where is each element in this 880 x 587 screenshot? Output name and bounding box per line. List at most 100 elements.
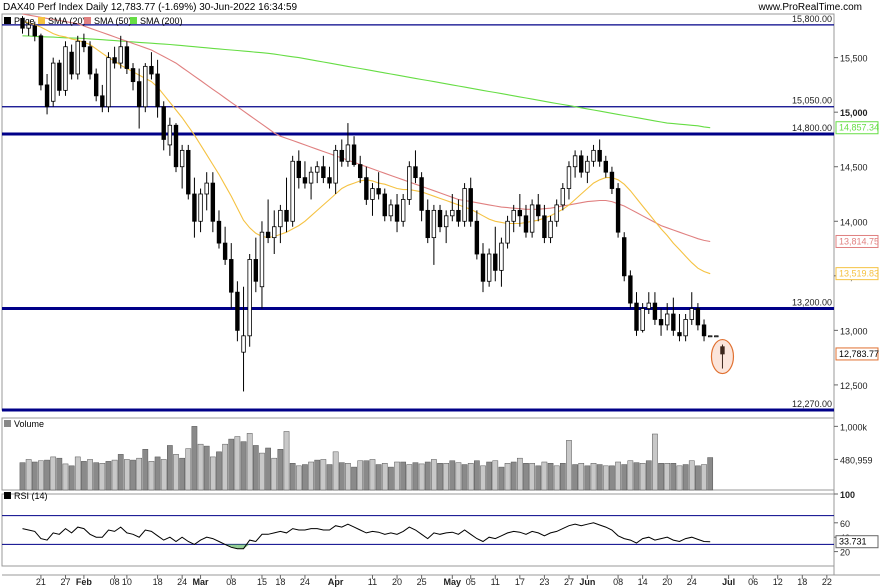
candle-body [542,215,547,239]
legends: Price SMA (20) SMA (50) SMA (200) Volume RSI … [4,16,183,501]
volume-bar [474,460,480,491]
candle-body [431,209,437,239]
candle-body [26,24,31,29]
volume-bar [117,454,124,491]
candle [32,21,37,42]
time-tick-label: 05 [466,577,476,587]
volume-bar [615,461,621,491]
candle [609,166,615,194]
candle [339,139,344,167]
candle [38,33,44,91]
candle [112,46,117,69]
rsi-value-badge-label: 33.731 [839,537,867,547]
candle-body [407,166,412,200]
rsi-tick-label: 20 [840,548,850,558]
candle [173,123,179,173]
time-tick-label: 15 [257,577,267,587]
candle-body [57,62,62,91]
rsi-series [2,515,834,550]
candle [155,59,160,118]
volume-bar [62,463,69,491]
level-label: 15,800.00 [792,14,832,24]
candle-body [437,209,443,228]
candle [130,63,136,91]
volume-bar [216,451,222,491]
candle-body [714,335,719,338]
volume-bar [105,461,112,491]
candle [658,308,664,336]
volume-bar [388,466,394,491]
candle-body [222,242,228,260]
time-tick-label: 27 [60,577,70,587]
volume-bar [455,462,462,491]
volume-bar [633,462,640,491]
candle-body [720,346,725,355]
candle [253,237,259,293]
volume-bar [535,465,542,491]
volume-bar [486,461,492,491]
volume-bar [326,464,333,491]
time-tick-label: 08 [110,577,120,587]
rsi-line [22,522,711,550]
candle-body [173,124,179,168]
candle-body [186,149,191,195]
candle-body [136,81,142,108]
candle [720,344,725,369]
candle [57,59,62,96]
site-link[interactable]: www.ProRealTime.com [758,2,862,13]
candle [241,286,246,392]
candle-body [665,313,670,326]
candle [321,155,326,184]
candle-body [597,149,602,162]
candle [124,41,130,74]
volume-bar [369,459,376,491]
candle-body [296,160,301,179]
volume-bar [676,465,683,491]
volume-bar [510,461,517,491]
volume-bar [695,465,701,491]
volume-bar [658,463,664,491]
sma200-series [22,35,711,129]
candle [628,270,633,309]
candle-body [529,204,535,233]
time-tick-label: 08 [226,577,236,587]
candle [272,210,277,254]
volume-bar [68,465,75,491]
candle-body [400,199,406,222]
candle-body [20,17,25,29]
candle [683,314,688,342]
candle-body [615,188,621,233]
candle [26,19,31,36]
legend-label-volume: Volume [14,419,44,429]
candle-body [247,259,252,337]
level-label: 14,800.00 [792,123,832,133]
chart-title: DAX40 Perf Index Daily 12,783.77 (-1.69%… [3,2,298,13]
candle [327,166,332,189]
volume-bar [44,459,50,491]
volume-bar [559,463,566,491]
level-label: 13,200.00 [792,298,832,308]
candle-body [69,51,74,75]
time-tick-label: Jul [722,577,735,587]
candle-body [265,231,271,239]
candle-body [394,204,400,222]
volume-bar [308,461,314,491]
candle-body [658,319,664,326]
candle [235,281,240,342]
candle [87,41,93,80]
candle-series [20,16,735,392]
candle [523,204,529,238]
candle [714,335,719,338]
candle [560,183,566,211]
level-label: 12,270.00 [792,399,832,409]
volume-bar [443,463,450,491]
volume-bar [81,461,87,491]
time-tick-label: 23 [539,577,549,587]
time-tick-label: 20 [662,577,672,587]
candle [376,172,381,200]
candle [566,161,572,200]
volume-bar [111,459,118,491]
candle-body [339,149,344,162]
candle-body [100,95,105,108]
